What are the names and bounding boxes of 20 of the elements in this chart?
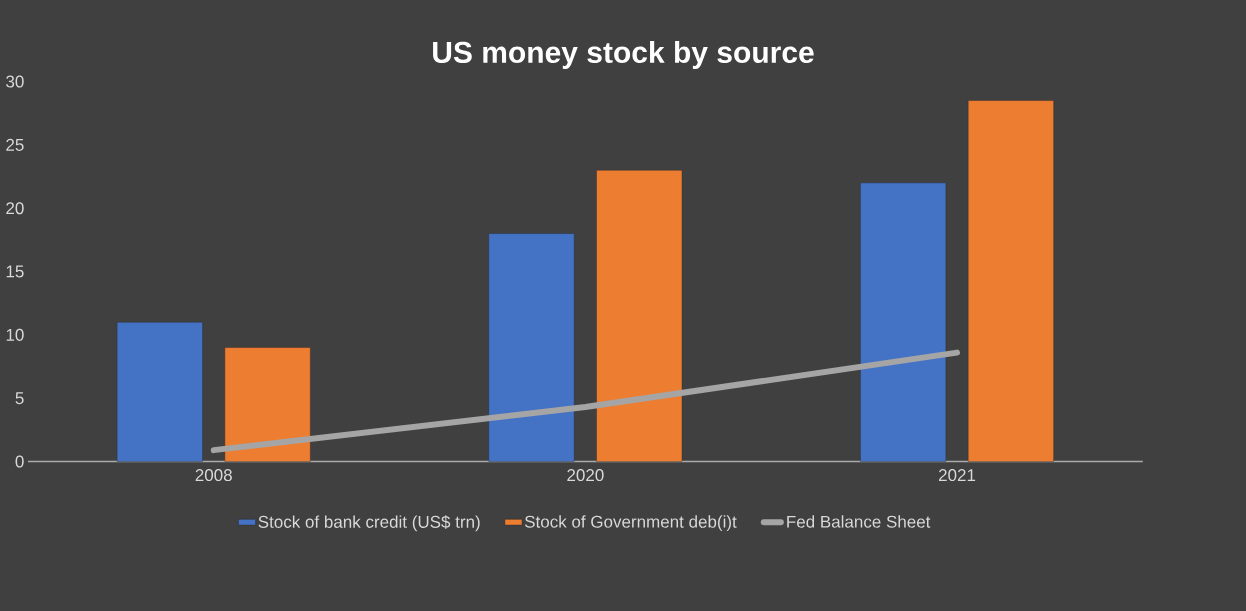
y-tick-label: 20 — [6, 202, 24, 215]
bar — [488, 233, 575, 462]
bar — [967, 100, 1054, 462]
y-tick-label: 15 — [6, 265, 24, 278]
y-tick-label: 0 — [15, 455, 24, 468]
y-tick-label: 25 — [6, 138, 24, 151]
bar — [860, 182, 947, 462]
y-tick-label: 5 — [15, 392, 24, 405]
chart-title: US money stock by source — [433, 41, 814, 69]
x-tick-label: 2020 — [567, 469, 604, 482]
legend-label: Stock of Government deb(i)t — [524, 515, 737, 532]
bar — [224, 347, 311, 462]
x-tick-label: 2021 — [938, 469, 976, 482]
bar — [116, 322, 203, 462]
legend-label: Stock of bank credit (US$ trn) — [258, 515, 480, 532]
y-tick-label: 10 — [6, 328, 24, 341]
bar — [596, 170, 683, 462]
x-tick-label: 2008 — [195, 469, 232, 482]
y-tick-label: 30 — [6, 75, 24, 88]
legend-label: Fed Balance Sheet — [787, 515, 931, 528]
